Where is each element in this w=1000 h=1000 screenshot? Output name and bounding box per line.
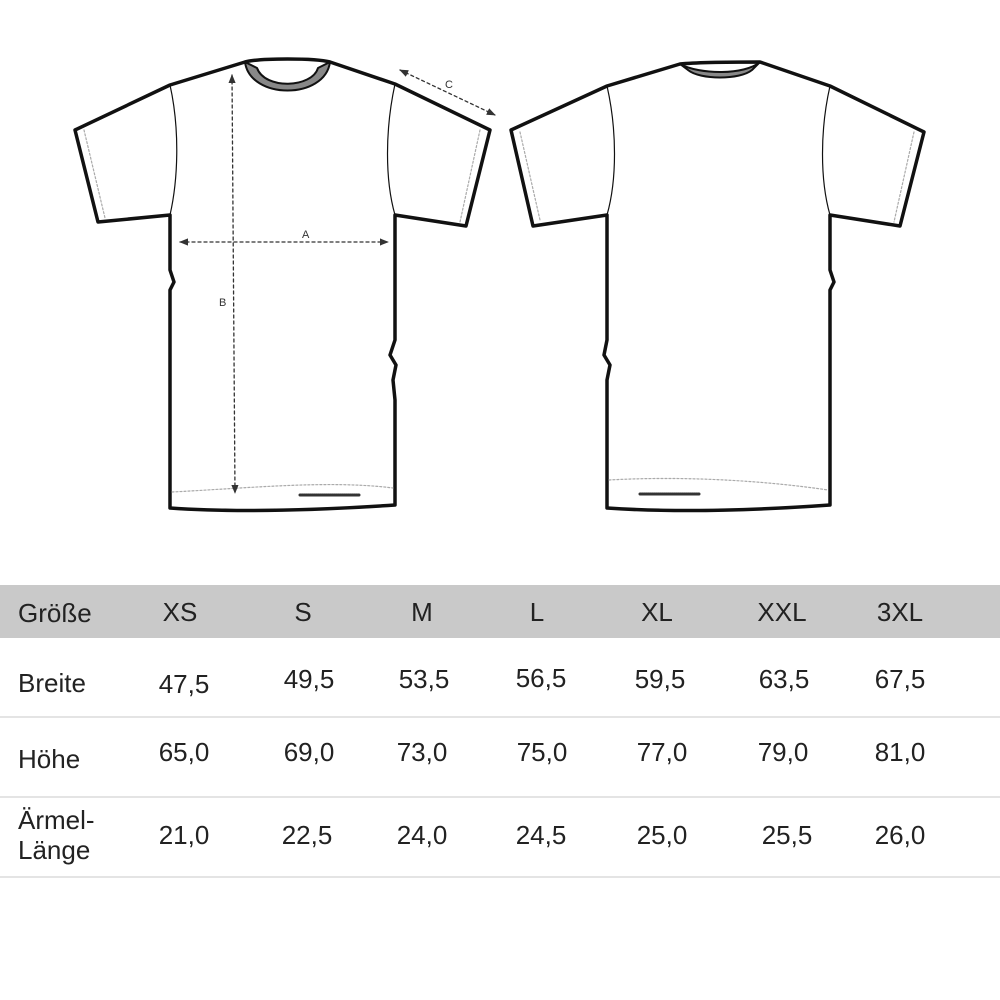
- size-s: S: [294, 597, 312, 627]
- row-label: Breite: [18, 668, 86, 698]
- value-cell: 73,0: [396, 737, 448, 767]
- value-cell: 77,0: [636, 737, 688, 767]
- row-label-line1: Ärmel-: [18, 805, 95, 835]
- value-cell: 24,5: [515, 820, 567, 850]
- value-cell: 65,0: [158, 737, 210, 767]
- size-header-row: Größe XS S M L XL XXL 3XL: [0, 585, 1000, 638]
- label-b: B: [219, 297, 226, 309]
- label-a: A: [302, 229, 310, 241]
- value-cell: 22,5: [281, 820, 333, 850]
- value-cell: 21,0: [158, 820, 210, 850]
- size-l: L: [529, 597, 545, 627]
- size-xs: XS: [162, 597, 198, 627]
- size-xxl: XXL: [757, 597, 807, 627]
- size-m: M: [411, 597, 433, 627]
- value-cell: 59,5: [634, 664, 686, 694]
- label-c: C: [445, 79, 453, 91]
- header-label: Größe: [18, 598, 92, 628]
- value-cell: 81,0: [874, 737, 926, 767]
- value-cell: 69,0: [283, 737, 335, 767]
- value-cell: 24,0: [396, 820, 448, 850]
- value-cell: 63,5: [758, 664, 810, 694]
- table-row-hoehe: Höhe 65,0 69,0 73,0 75,0 77,0 79,0 81,0: [0, 718, 1000, 798]
- value-cell: 49,5: [283, 664, 335, 694]
- size-3xl: 3XL: [876, 597, 924, 627]
- table-row-breite: Breite 47,5 49,5 53,5 56,5 59,5 63,5 67,…: [0, 638, 1000, 718]
- row-label-line2: Länge: [18, 835, 91, 865]
- tshirt-diagram: A B C: [73, 57, 926, 513]
- value-cell: 75,0: [516, 737, 568, 767]
- value-cell: 79,0: [757, 737, 809, 767]
- size-table: Größe XS S M L XL XXL 3XL Breite 47,5 49…: [0, 585, 1000, 878]
- value-cell: 26,0: [874, 820, 926, 850]
- size-xl: XL: [641, 597, 673, 627]
- value-cell: 25,0: [636, 820, 688, 850]
- row-label: Höhe: [18, 744, 81, 774]
- value-cell: 56,5: [515, 663, 567, 693]
- tshirt-front: [73, 57, 496, 513]
- value-cell: 25,5: [761, 820, 813, 850]
- tshirt-back: [509, 60, 926, 513]
- value-cell: 53,5: [398, 664, 450, 694]
- table-row-aermellaenge: Ärmel- Länge 21,0 22,5 24,0 24,5 25,0 25…: [0, 798, 1000, 878]
- value-cell: 47,5: [158, 669, 210, 699]
- value-cell: 67,5: [874, 664, 926, 694]
